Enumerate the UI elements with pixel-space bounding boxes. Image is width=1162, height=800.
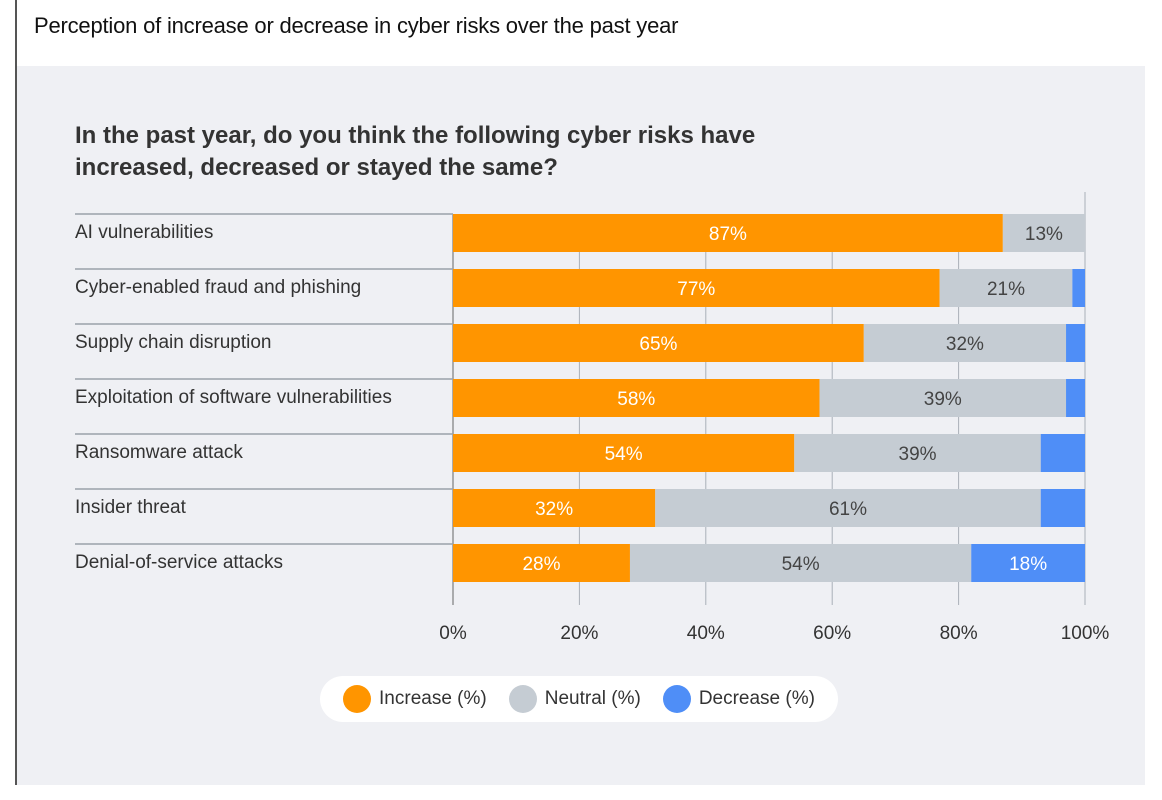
legend-swatch: [662, 685, 691, 713]
x-tick-label: 40%: [687, 623, 725, 644]
data-label: 77%: [677, 279, 715, 300]
legend-item: Neutral (%): [508, 685, 641, 713]
bar-segment-neutral: [939, 269, 1073, 307]
bar-segment-decrease: [1066, 324, 1085, 362]
x-tick-label: 20%: [560, 623, 598, 644]
category-label: Ransomware attack: [75, 442, 243, 463]
legend-label: Decrease (%): [698, 688, 815, 709]
legend-swatch: [343, 685, 372, 713]
data-label: 39%: [924, 389, 962, 410]
x-tick-label: 0%: [439, 623, 467, 644]
data-label: 54%: [605, 444, 643, 465]
category-label: Exploitation of software vulnerabilities: [75, 387, 392, 408]
data-label: 32%: [946, 334, 984, 355]
x-tick-label: 60%: [813, 623, 851, 644]
bar-segment-increase: [453, 214, 1003, 252]
category-label: AI vulnerabilities: [75, 222, 213, 243]
bar-segment-decrease: [1040, 434, 1085, 472]
data-label: 21%: [987, 279, 1025, 300]
data-label: 87%: [709, 224, 747, 245]
data-label: 58%: [617, 389, 655, 410]
page-title: Perception of increase or decrease in cy…: [34, 13, 679, 38]
bar-segment-increase: [453, 269, 940, 307]
bar-segment-decrease: [1040, 489, 1085, 527]
data-label: 32%: [535, 499, 573, 520]
frame-border: [15, 0, 17, 785]
chart-panel: [17, 66, 1145, 785]
data-label: 13%: [1025, 224, 1063, 245]
category-label: Denial-of-service attacks: [75, 552, 283, 573]
bar-segment-neutral: [794, 434, 1041, 472]
legend-item: Increase (%): [343, 685, 487, 713]
bar-segment-increase: [453, 489, 656, 527]
bar-segment-increase: [453, 324, 864, 362]
bar-segment-decrease: [1072, 269, 1085, 307]
bar-segment-neutral: [863, 324, 1067, 362]
bar-segment-increase: [453, 544, 630, 582]
chart-title: In the past year, do you think the follo…: [75, 122, 756, 181]
legend-label: Neutral (%): [544, 688, 641, 709]
legend-label: Increase (%): [379, 688, 487, 709]
bar-segment-neutral: [819, 379, 1067, 417]
bar-segment-increase: [453, 379, 820, 417]
data-label: 65%: [639, 334, 677, 355]
legend: Increase (%) Neutral (%) Decrease (%): [320, 676, 838, 722]
category-label: Supply chain disruption: [75, 332, 271, 353]
bar-segment-decrease: [971, 544, 1085, 582]
bar-segment-increase: [453, 434, 795, 472]
data-label: 54%: [782, 554, 820, 575]
x-tick-label: 100%: [1061, 623, 1110, 644]
data-label: 61%: [829, 499, 867, 520]
bar-segment-neutral: [629, 544, 972, 582]
legend-item: Decrease (%): [662, 685, 815, 713]
x-tick-label: 80%: [940, 623, 978, 644]
category-label: Insider threat: [75, 497, 187, 518]
bar-segment-neutral: [655, 489, 1041, 527]
bar-segment-decrease: [1066, 379, 1085, 417]
bar-segment-neutral: [1002, 214, 1085, 252]
data-label: 39%: [899, 444, 937, 465]
data-label: 28%: [522, 554, 560, 575]
category-label: Cyber-enabled fraud and phishing: [75, 277, 361, 298]
data-label: 18%: [1009, 554, 1047, 575]
legend-swatch: [508, 685, 537, 713]
